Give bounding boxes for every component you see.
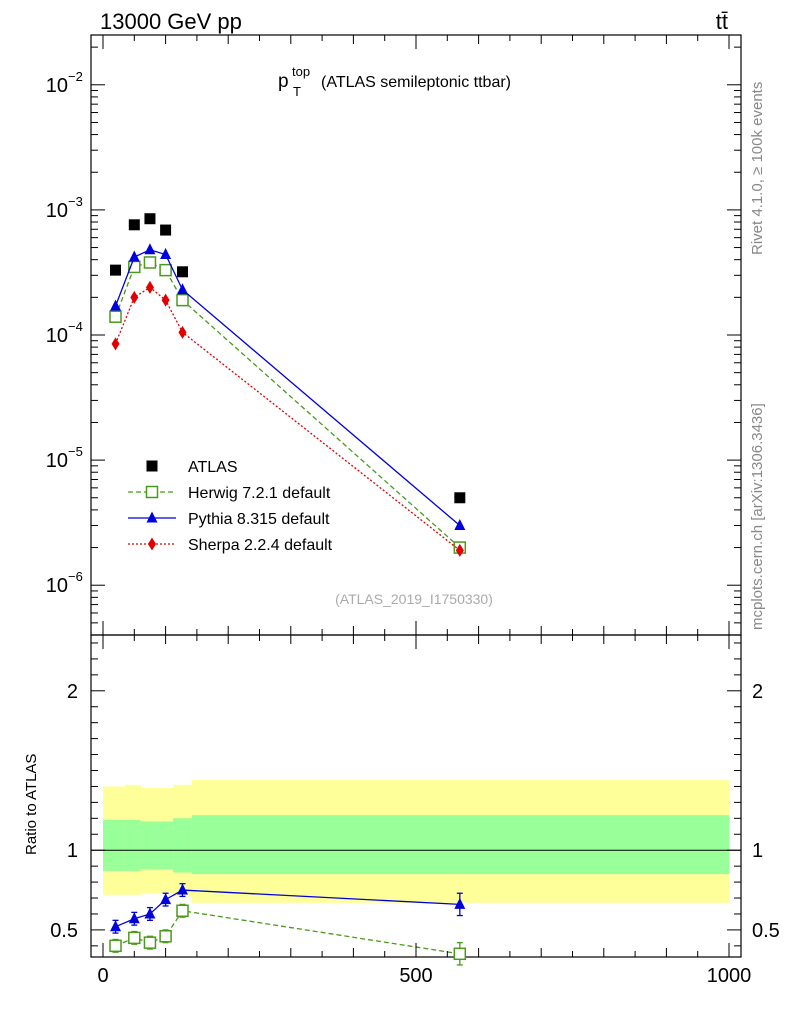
ratio-point-herwig <box>143 936 157 949</box>
data-point-pythia <box>128 250 140 262</box>
x-tick-label: 1000 <box>707 965 752 987</box>
ratio-tick-label-right: 2 <box>752 681 763 703</box>
ratio-point-herwig <box>453 947 467 961</box>
data-point-sherpa <box>130 290 139 304</box>
legend-label-pythia: Pythia 8.315 default <box>188 511 330 528</box>
ratio-bands <box>91 780 741 903</box>
svg-text:T: T <box>293 84 301 99</box>
x-tick-label: 0 <box>97 965 108 987</box>
svg-text:(ATLAS semileptonic ttbar): (ATLAS semileptonic ttbar) <box>321 74 511 91</box>
data-point-atlas <box>144 213 156 225</box>
data-point-atlas <box>160 224 172 236</box>
title-main: p <box>278 71 289 92</box>
ratio-point-herwig <box>128 931 141 945</box>
ratio-point-pythia <box>144 907 156 919</box>
ratio-series <box>109 883 467 966</box>
ratio-band-inner <box>157 821 174 870</box>
data-point-sherpa <box>145 280 154 294</box>
legend-label-sherpa: Sherpa 2.2.4 default <box>188 537 333 554</box>
ratio-ylabel: Ratio to ATLAS <box>23 754 40 855</box>
x-tick-label: 500 <box>399 965 432 987</box>
legend: ATLAS Herwig 7.2.1 default Pythia 8.315 de… <box>128 459 333 554</box>
ratio-point-pythia <box>128 912 140 924</box>
legend-marker-pythia <box>146 511 158 523</box>
data-point-sherpa <box>455 543 464 557</box>
title-sup: top <box>292 64 310 79</box>
ratio-point-herwig <box>176 904 189 918</box>
ratio-band-inner <box>140 821 158 870</box>
ratio-band-inner <box>173 818 193 873</box>
ratio-tick-label-right: 1 <box>752 840 763 862</box>
ratio-axis-ticks: 0.5 0.5 1 1 2 2 <box>50 642 780 947</box>
data-point-herwig <box>176 293 189 307</box>
header-right-label: tt̄ <box>716 9 728 34</box>
y-tick-label: 10 <box>46 450 68 472</box>
data-point-sherpa <box>111 337 120 351</box>
ratio-band-inner <box>191 815 730 875</box>
series-line-pythia <box>114 249 461 527</box>
data-point-sherpa <box>178 325 187 339</box>
main-axis-ticks: 10−210−310−410−510−6 <box>46 46 741 636</box>
y-tick-exponent: −6 <box>68 569 83 584</box>
data-point-herwig <box>143 256 157 269</box>
x-axis-ticks: 0 500 1000 <box>97 35 751 987</box>
data-point-pythia <box>160 247 172 259</box>
ratio-point-pythia <box>160 893 172 905</box>
series-line-sherpa <box>114 286 461 551</box>
series-line-herwig <box>114 261 461 549</box>
data-point-herwig <box>109 310 122 323</box>
svg-text:p: p <box>278 71 289 92</box>
legend-marker-atlas <box>146 460 158 472</box>
y-tick-exponent: −5 <box>68 444 83 459</box>
y-tick-exponent: −4 <box>68 319 83 334</box>
data-point-atlas <box>128 219 140 231</box>
ratio-point-pythia <box>177 883 189 895</box>
data-point-pythia <box>454 519 466 531</box>
data-point-atlas <box>110 264 122 276</box>
ratio-point-pythia <box>454 897 466 909</box>
y-tick-label: 10 <box>46 575 68 597</box>
ratio-band-inner <box>103 819 126 871</box>
y-tick-label: 10 <box>46 200 68 222</box>
legend-marker-sherpa <box>148 537 156 551</box>
ratio-point-pythia <box>110 920 122 932</box>
ratio-tick-label-left: 0.5 <box>50 920 78 942</box>
analysis-watermark: (ATLAS_2019_I1750330) <box>335 591 493 607</box>
data-point-pythia <box>110 299 122 311</box>
legend-label-herwig: Herwig 7.2.1 default <box>188 485 331 502</box>
legend-label-atlas: ATLAS <box>188 459 238 476</box>
data-point-atlas <box>177 266 189 278</box>
main-series <box>109 213 467 557</box>
ratio-tick-label-left: 1 <box>67 840 78 862</box>
plot-title: p top T (ATLAS semileptonic ttbar) <box>278 64 511 99</box>
y-tick-exponent: −2 <box>68 69 83 84</box>
title-sub: T <box>293 84 301 99</box>
y-tick-exponent: −3 <box>68 194 83 209</box>
data-point-pythia <box>144 243 156 255</box>
ratio-tick-label-left: 2 <box>67 681 78 703</box>
data-point-sherpa <box>161 293 170 307</box>
ratio-tick-label-right: 0.5 <box>752 920 780 942</box>
ratio-band-inner <box>124 819 142 871</box>
legend-marker-herwig <box>145 485 159 499</box>
ratio-point-herwig <box>109 939 122 953</box>
side-label-top: Rivet 4.1.0, ≥ 100k events <box>749 82 766 255</box>
y-tick-label: 10 <box>46 325 68 347</box>
svg-text:top: top <box>292 64 310 79</box>
ratio-point-herwig <box>159 930 172 943</box>
y-tick-label: 10 <box>46 75 68 97</box>
title-rest: (ATLAS semileptonic ttbar) <box>321 74 511 91</box>
data-point-herwig <box>159 263 172 277</box>
header-left-label: 13000 GeV pp <box>100 9 242 34</box>
data-point-pythia <box>177 283 189 295</box>
side-label-bottom: mcplots.cern.ch [arXiv:1306.3436] <box>749 403 766 630</box>
data-point-atlas <box>454 492 466 504</box>
